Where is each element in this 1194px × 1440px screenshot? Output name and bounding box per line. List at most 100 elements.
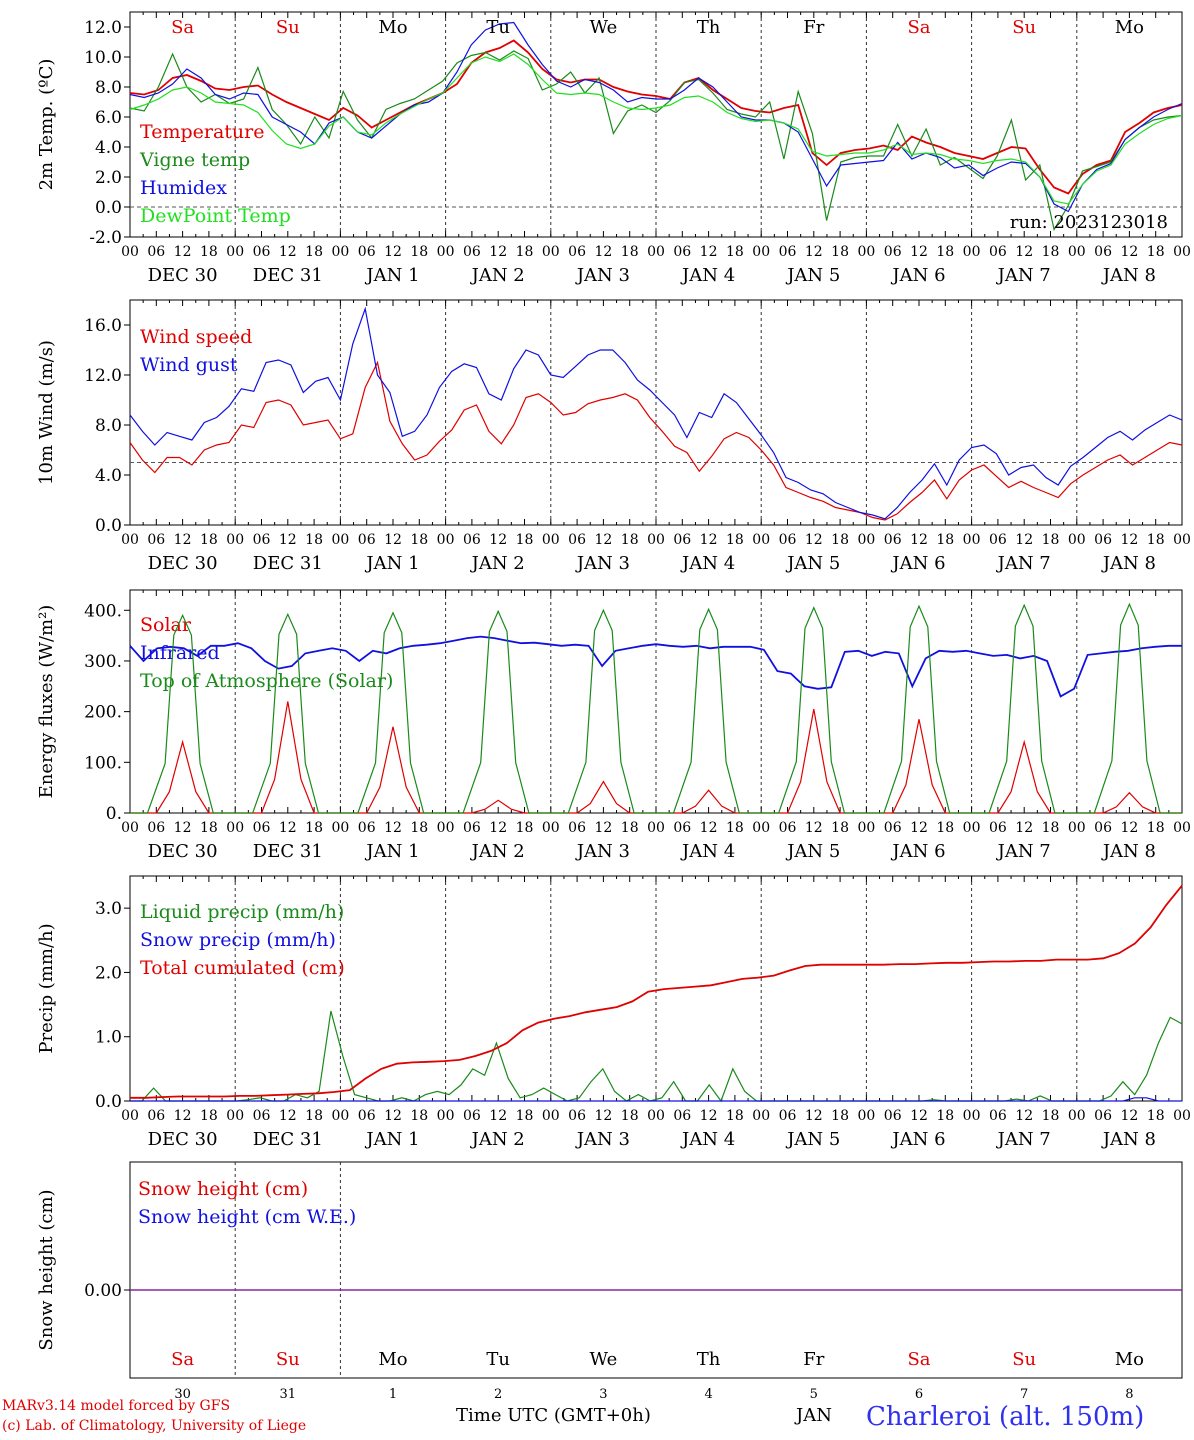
legend-entry: Snow precip (mm/h) [140,929,336,951]
x-tick-label: 18 [410,244,428,260]
x-tick-label: 00 [857,244,875,260]
date-label: JAN 7 [996,841,1051,862]
y-tick-label: 4.0 [95,466,122,486]
x-tick-label: 00 [542,1108,560,1124]
x-tick-label: 06 [568,820,586,836]
day-name: Sa [907,17,930,38]
day-number: 2 [494,1387,502,1402]
x-tick-label: 18 [621,244,639,260]
legend-entry: Wind speed [140,326,252,348]
x-tick-label: 12 [279,244,297,260]
date-label: DEC 31 [253,553,323,574]
day-number: 3 [599,1387,607,1402]
x-tick-label: 12 [489,1108,507,1124]
x-tick-label: 06 [989,244,1007,260]
x-tick-label: 00 [226,532,244,548]
x-tick-label: 18 [831,244,849,260]
x-tick-label: 00 [542,244,560,260]
x-tick-label: 06 [358,244,376,260]
day-number: 30 [174,1387,191,1402]
x-tick-label: 06 [463,1108,481,1124]
x-tick-label: 18 [1147,1108,1165,1124]
date-label: JAN 6 [890,1129,945,1150]
day-number: 6 [915,1387,923,1402]
date-label: JAN 4 [680,553,735,574]
x-tick-label: 18 [936,820,954,836]
y-axis-label: 2m Temp. (ºC) [36,59,57,191]
y-tick-label: 1.0 [95,1028,122,1048]
date-label: JAN 6 [890,265,945,286]
day-name: Su [1012,17,1036,38]
x-tick-label: 18 [936,244,954,260]
date-label: JAN 7 [996,1129,1051,1150]
x-tick-label: 12 [1120,244,1138,260]
x-tick-label: 12 [1120,1108,1138,1124]
x-tick-label: 00 [437,244,455,260]
y-tick-label: 10.0 [84,48,122,68]
day-name: Su [1012,1349,1036,1370]
x-tick-label: 18 [305,532,323,548]
series-line-temperature [129,39,1183,195]
x-tick-label: 18 [410,532,428,548]
date-label: JAN 4 [680,1129,735,1150]
panel-frame [129,299,1183,526]
y-tick-label: 0.00 [84,1281,122,1301]
x-tick-label: 06 [568,244,586,260]
x-tick-label: 06 [989,820,1007,836]
date-label: JAN 7 [996,265,1051,286]
x-tick-label: 06 [463,244,481,260]
x-tick-label: 12 [700,820,718,836]
date-label: JAN 2 [470,265,525,286]
date-label: DEC 30 [148,553,218,574]
credit-line-2: (c) Lab. of Climatology, University of L… [2,1418,307,1434]
date-label: DEC 31 [253,841,323,862]
x-tick-label: 18 [305,1108,323,1124]
legend-entry: Snow height (cm) [138,1178,308,1200]
x-tick-label: 12 [594,532,612,548]
y-tick-label: 0.0 [95,516,122,536]
series-line-wind-speed [129,360,1183,521]
date-label: DEC 31 [253,265,323,286]
x-tick-label: 12 [805,1108,823,1124]
x-tick-label: 12 [700,244,718,260]
date-label: DEC 30 [148,265,218,286]
legend-entry: Wind gust [140,354,238,376]
x-tick-label: 00 [121,820,139,836]
x-tick-label: 06 [253,820,271,836]
date-label: JAN 5 [785,841,840,862]
credit-line-1: MARv3.14 model forced by GFS [2,1398,231,1414]
x-tick-label: 06 [779,244,797,260]
day-name: Tu [486,1349,510,1370]
x-tick-label: 12 [174,244,192,260]
x-tick-label: 18 [726,244,744,260]
x-tick-label: 18 [305,244,323,260]
x-tick-label: 00 [963,244,981,260]
x-tick-label: 18 [516,532,534,548]
y-axis-label: 10m Wind (m/s) [36,340,57,485]
y-tick-label: 100. [84,753,122,773]
x-tick-label: 06 [1094,1108,1112,1124]
x-tick-label: 06 [989,532,1007,548]
x-tick-label: 06 [1094,244,1112,260]
y-tick-label: 0. [106,804,122,824]
series-line-vigne-temp [129,50,1183,232]
x-tick-label: 06 [358,532,376,548]
x-tick-label: 18 [936,532,954,548]
x-tick-label: 00 [437,820,455,836]
x-tick-label: 12 [1015,1108,1033,1124]
date-label: JAN 5 [785,265,840,286]
x-tick-label: 00 [857,532,875,548]
y-axis-label: Precip (mm/h) [36,923,57,1053]
x-tick-label: 18 [516,1108,534,1124]
date-label: JAN 1 [364,1129,419,1150]
x-tick-label: 18 [1147,532,1165,548]
x-tick-label: 06 [1094,820,1112,836]
x-tick-label: 06 [989,1108,1007,1124]
x-tick-label: 00 [1173,532,1191,548]
date-label: JAN 6 [890,841,945,862]
x-tick-label: 12 [174,1108,192,1124]
y-tick-label: -2.0 [89,228,122,248]
legend-entry: DewPoint Temp [140,205,291,227]
x-tick-label: 18 [1147,244,1165,260]
